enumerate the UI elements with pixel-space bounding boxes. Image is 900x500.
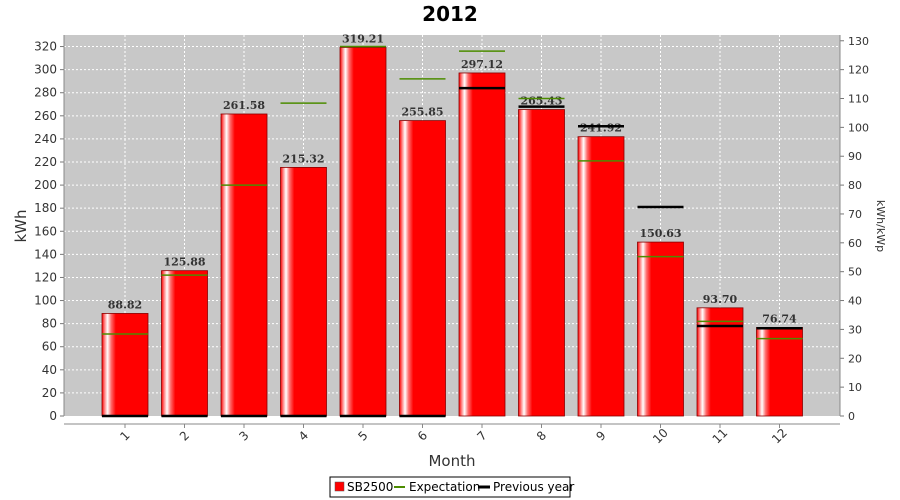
y-tick-label: 280 — [34, 86, 57, 100]
x-tick-label: 6 — [415, 428, 430, 443]
y-tick-label: 20 — [42, 386, 57, 400]
y-tick-label: 240 — [34, 132, 57, 146]
bar-value-label: 76.74 — [762, 312, 797, 325]
y2-tick-label: 20 — [848, 352, 862, 365]
chart-title: 2012 — [422, 2, 478, 26]
y-tick-label: 100 — [34, 294, 57, 308]
y-tick-label: 80 — [42, 317, 57, 331]
y2-tick-label: 0 — [848, 410, 855, 423]
bar — [220, 113, 268, 417]
bar — [280, 167, 327, 417]
x-axis-title: Month — [428, 452, 475, 470]
y-tick-label: 40 — [42, 363, 57, 377]
bar-value-label: 215.32 — [282, 152, 324, 165]
legend-box — [329, 476, 571, 498]
bar — [101, 313, 149, 417]
x-tick-label: 2 — [177, 428, 192, 443]
y-tick-label: 60 — [42, 340, 57, 354]
x-tick-label: 5 — [355, 428, 370, 443]
x-tick-label: 8 — [534, 428, 549, 443]
bar-value-label: 241.92 — [580, 122, 622, 135]
bar — [518, 109, 565, 417]
y2-tick-label: 130 — [848, 35, 869, 48]
x-tick-label: 1 — [117, 428, 132, 443]
x-tick-label: 3 — [236, 428, 251, 443]
bar-value-label: 261.58 — [223, 99, 265, 112]
bar — [696, 307, 744, 417]
y2-tick-label: 70 — [848, 208, 862, 221]
bar-value-label: 150.63 — [639, 227, 681, 240]
y-tick-label: 300 — [34, 63, 57, 77]
x-tick-label: 11 — [710, 426, 731, 447]
y2-tick-label: 110 — [848, 93, 869, 106]
bars — [101, 47, 803, 417]
y2-tick-label: 10 — [848, 381, 862, 394]
legend-label-previous-year: Previous year — [493, 480, 574, 494]
x-tick-label: 12 — [769, 426, 790, 447]
bar-value-label: 319.21 — [342, 32, 384, 45]
y-tick-label: 260 — [34, 109, 57, 123]
data-labels: 88.82 125.88 261.58 215.32 319.21 255.85 297.1… — [108, 32, 797, 325]
y-tick-label: 320 — [34, 40, 57, 54]
y-axis-title: kWh — [12, 209, 30, 242]
y-tick-label: 200 — [34, 178, 57, 192]
bar — [161, 270, 208, 417]
y2-tick-label: 50 — [848, 266, 862, 279]
y2-axis-title: kWh/kWp — [874, 200, 887, 252]
legend-label-expectation: Expectation — [409, 480, 480, 494]
bar — [339, 47, 387, 417]
x-tick-label: 7 — [474, 428, 489, 443]
y-tick-label: 0 — [49, 409, 57, 423]
bar-value-label: 93.70 — [703, 293, 738, 306]
y-tick-label: 180 — [34, 201, 57, 215]
y2-tick-label: 90 — [848, 150, 862, 163]
x-tick-label: 4 — [296, 428, 311, 443]
bar-value-label: 255.85 — [401, 106, 443, 119]
x-tick-label: 9 — [593, 428, 608, 443]
y2-tick-label: 60 — [848, 237, 862, 250]
y2-tick-label: 100 — [848, 121, 869, 134]
y2-tick-label: 30 — [848, 323, 862, 336]
y2-tick-label: 40 — [848, 295, 862, 308]
bar — [577, 136, 625, 417]
bar-value-label: 88.82 — [108, 298, 142, 311]
y-tick-label: 120 — [34, 270, 57, 284]
y-tick-label: 160 — [34, 224, 57, 238]
y-tick-label: 220 — [34, 155, 57, 169]
markers — [102, 45, 803, 418]
bar — [637, 241, 684, 417]
legend: SB2500 Expectation Previous year — [329, 476, 574, 498]
y2-tick-label: 80 — [848, 179, 862, 192]
bar — [756, 327, 803, 417]
y2-tick-label: 120 — [848, 64, 869, 77]
bar — [458, 72, 506, 417]
bar — [399, 120, 446, 417]
bar-value-label: 297.12 — [461, 58, 503, 71]
y-tick-label: 140 — [34, 247, 57, 261]
legend-swatch-sb2500 — [334, 481, 345, 492]
legend-label-sb2500: SB2500 — [347, 480, 393, 494]
bar-value-label: 125.88 — [163, 256, 205, 269]
x-tick-label: 10 — [650, 426, 671, 447]
